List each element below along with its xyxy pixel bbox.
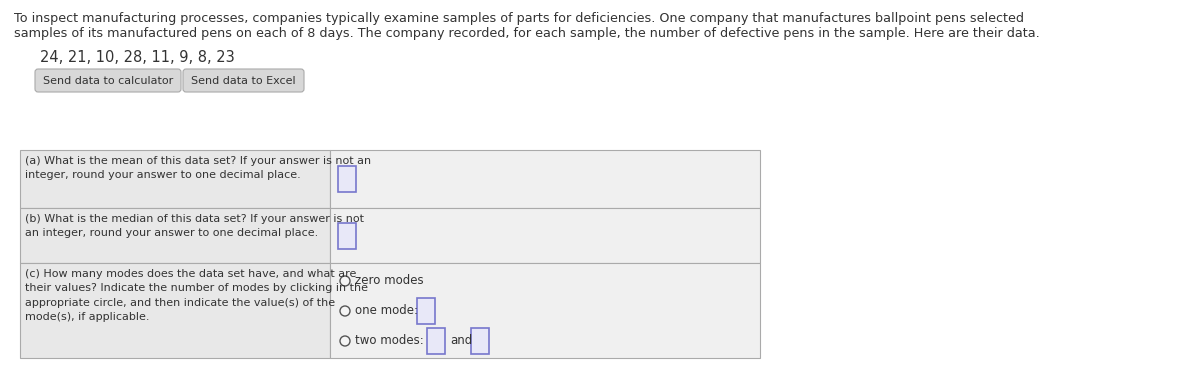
Circle shape	[340, 336, 350, 346]
FancyBboxPatch shape	[182, 69, 304, 92]
Bar	[20, 150, 330, 208]
Text: two modes:: two modes:	[355, 334, 424, 347]
FancyBboxPatch shape	[35, 69, 181, 92]
Bar	[330, 150, 760, 208]
Text: one mode:: one mode:	[355, 305, 418, 317]
Text: To inspect manufacturing processes, companies typically examine samples of parts: To inspect manufacturing processes, comp…	[14, 12, 1024, 25]
Text: 24, 21, 10, 28, 11, 9, 8, 23: 24, 21, 10, 28, 11, 9, 8, 23	[40, 50, 235, 65]
Bar	[338, 166, 356, 192]
Text: (a) What is the mean of this data set? If your answer is not an
integer, round y: (a) What is the mean of this data set? I…	[25, 156, 371, 180]
Text: and: and	[450, 334, 473, 347]
Bar	[20, 263, 330, 358]
Text: samples of its manufactured pens on each of 8 days. The company recorded, for ea: samples of its manufactured pens on each…	[14, 27, 1039, 40]
Bar	[330, 263, 760, 358]
Bar	[427, 328, 445, 354]
Bar	[470, 328, 490, 354]
Circle shape	[340, 276, 350, 286]
Text: (c) How many modes does the data set have, and what are
their values? Indicate t: (c) How many modes does the data set hav…	[25, 269, 368, 322]
Text: zero modes: zero modes	[355, 275, 424, 288]
Text: (b) What is the median of this data set? If your answer is not
an integer, round: (b) What is the median of this data set?…	[25, 214, 364, 238]
Text: Send data to calculator: Send data to calculator	[43, 76, 173, 86]
Bar	[20, 208, 330, 263]
Circle shape	[340, 306, 350, 316]
Bar	[330, 208, 760, 263]
Bar	[418, 298, 436, 324]
Bar	[338, 222, 356, 248]
Text: Send data to Excel: Send data to Excel	[191, 76, 296, 86]
